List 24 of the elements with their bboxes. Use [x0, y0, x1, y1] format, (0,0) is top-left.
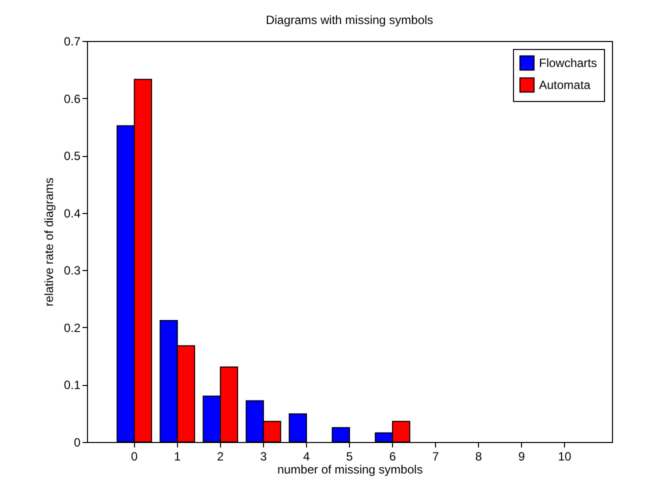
y-tick-label: 0.7	[64, 34, 81, 48]
x-tick-label: 9	[518, 450, 526, 464]
legend-label: Automata	[539, 78, 591, 92]
x-tick-label: 7	[432, 450, 440, 464]
x-tick-label: 0	[130, 450, 138, 464]
y-tick-label: 0.4	[64, 206, 81, 220]
y-tick-label: 0	[74, 436, 81, 450]
y-tick-label: 0.2	[64, 320, 81, 335]
legend-label: Flowcharts	[539, 56, 598, 70]
chart-title: Diagrams with missing symbols	[266, 13, 434, 27]
y-tick-label: 0.6	[64, 92, 81, 106]
x-tick-label: 2	[217, 450, 224, 464]
x-axis-title: number of missing symbols	[277, 462, 423, 476]
x-tick-label: 8	[475, 450, 482, 464]
y-axis-title: relative rate of diagrams	[42, 178, 56, 306]
x-tick-label: 3	[260, 450, 268, 464]
y-tick-label: 0.1	[64, 378, 81, 392]
y-tick-label: 0.5	[64, 149, 81, 164]
x-tick-label: 1	[174, 450, 182, 464]
x-tick-label: 6	[389, 450, 396, 464]
y-tick-label: 0.3	[64, 264, 81, 278]
x-tick-label: 10	[558, 450, 572, 464]
x-tick-label: 5	[346, 450, 354, 464]
x-tick-label: 4	[303, 450, 310, 464]
